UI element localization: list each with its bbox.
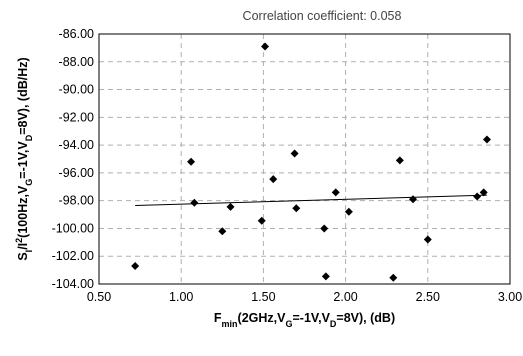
y-tick-label: -92.00 — [59, 110, 94, 124]
data-point-marker — [473, 192, 482, 201]
plot-area-border — [98, 33, 511, 285]
y-tick-labels: -86.00 -88.00 -90.00 -92.00 -94.00 -96.00 -98.… — [52, 27, 94, 291]
y-tick-label: -90.00 — [59, 83, 94, 97]
data-point-marker — [344, 207, 353, 216]
y-tick-label: -94.00 — [59, 138, 94, 152]
data-point-marker — [395, 156, 404, 165]
data-point-marker — [331, 188, 340, 197]
x-tick-label: 3.00 — [498, 290, 522, 304]
x-tick-label: 0.50 — [87, 290, 111, 304]
x-tick-label: 1.00 — [169, 290, 193, 304]
y-tick-label: -96.00 — [59, 166, 94, 180]
data-points — [131, 42, 491, 282]
data-point-marker — [321, 272, 330, 281]
data-point-marker — [269, 175, 278, 184]
data-point-marker — [389, 273, 398, 282]
data-point-marker — [423, 235, 432, 244]
data-point-marker — [290, 149, 299, 158]
data-point-marker — [187, 157, 196, 166]
data-point-marker — [292, 204, 301, 213]
data-point-marker — [320, 224, 329, 233]
data-point-marker — [479, 188, 488, 197]
correlation-annotation: Correlation coefficient: 0.058 — [243, 9, 402, 23]
data-point-marker — [218, 227, 227, 236]
data-point-marker — [261, 42, 270, 51]
y-tick-label: -98.00 — [59, 194, 94, 208]
y-tick-label: -102.00 — [52, 249, 94, 263]
x-tick-label: 2.50 — [416, 290, 440, 304]
data-point-marker — [257, 216, 266, 225]
data-point-marker — [409, 195, 418, 204]
x-tick-labels: 0.50 1.00 1.50 2.00 2.50 3.00 — [87, 290, 522, 304]
y-tick-label: -100.00 — [52, 221, 94, 235]
x-tick-label: 1.50 — [251, 290, 275, 304]
y-tick-label: -86.00 — [59, 27, 94, 41]
y-tick-label: -88.00 — [59, 55, 94, 69]
x-tick-label: 2.00 — [333, 290, 357, 304]
y-axis-title: SI/I2(100Hz,VG=-1V,VD=8V), (dB/Hz) — [14, 57, 34, 260]
data-point-marker — [482, 135, 491, 144]
x-axis-title: Fmin(2GHz,VG=-1V,VD=8V), (dB) — [214, 311, 395, 329]
data-point-marker — [131, 261, 140, 270]
data-point-marker — [226, 202, 235, 211]
data-point-marker — [190, 198, 199, 207]
y-tick-label: -104.00 — [52, 277, 94, 291]
